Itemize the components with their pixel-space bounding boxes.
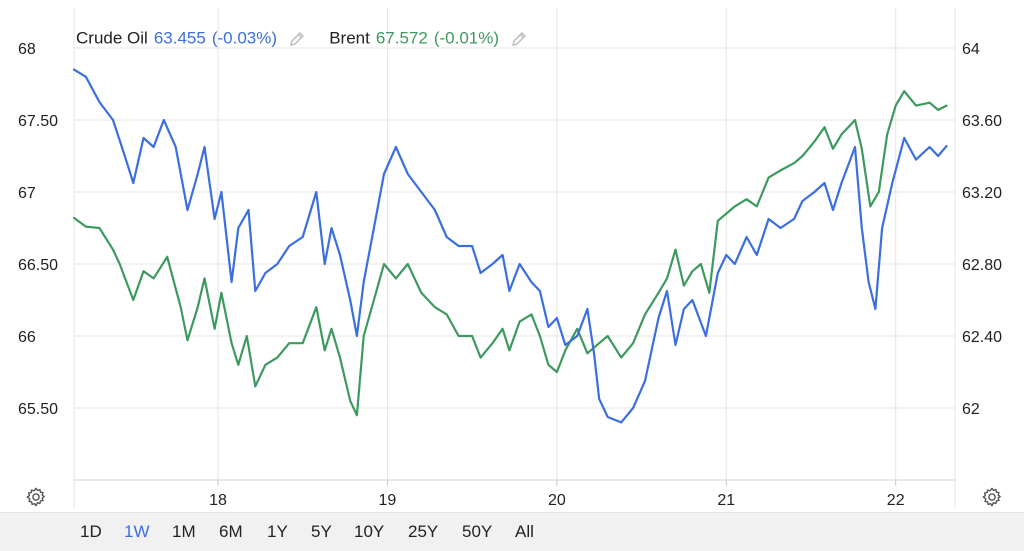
range-button-1m[interactable]: 1M [172, 522, 196, 541]
settings-gear-icon-left[interactable] [25, 486, 47, 508]
range-button-1y[interactable]: 1Y [267, 522, 288, 541]
legend-crude-change: (-0.03%) [211, 28, 277, 48]
left-y-tick-label: 66 [18, 329, 36, 346]
left-y-tick-label: 67.50 [18, 113, 58, 130]
series-line-brent [72, 90, 948, 417]
right-y-tick-label: 62.40 [962, 329, 1002, 346]
x-tick-label: 22 [887, 492, 905, 509]
right-y-tick-label: 62.80 [962, 257, 1002, 274]
range-selector-bar: 1D 1W 1M 6M 1Y 5Y 10Y 25Y 50Y All [0, 512, 1024, 551]
legend-crude-value: 63.455 [153, 28, 206, 48]
range-button-10y[interactable]: 10Y [354, 522, 385, 541]
range-button-1w[interactable]: 1W [124, 522, 150, 541]
pencil-icon[interactable] [510, 30, 528, 48]
right-y-tick-label: 63.20 [962, 185, 1002, 202]
legend-crude-name: Crude Oil [76, 28, 148, 48]
legend-brent-value: 67.572 [375, 28, 428, 48]
pencil-icon[interactable] [288, 30, 306, 48]
left-y-tick-label: 65.50 [18, 401, 58, 418]
left-y-axis: 68 67.50 67 66.50 66 65.50 [18, 41, 58, 418]
range-button-50y[interactable]: 50Y [462, 522, 493, 541]
series-lines [72, 68, 948, 424]
legend-brent-change: (-0.01%) [433, 28, 500, 48]
right-y-axis: 64 63.60 63.20 62.80 62.40 62 [962, 41, 1002, 418]
left-y-tick-label: 66.50 [18, 257, 58, 274]
grid-lines [73, 8, 956, 508]
range-button-5y[interactable]: 5Y [311, 522, 332, 541]
range-button-all[interactable]: All [515, 522, 534, 541]
right-y-tick-label: 62 [962, 401, 980, 418]
settings-gear-icon-right[interactable] [981, 486, 1003, 508]
series-line-crude-oil [72, 68, 948, 424]
x-tick-label: 18 [209, 492, 227, 509]
x-tick-label: 19 [379, 492, 397, 509]
x-tick-label: 20 [548, 492, 566, 509]
range-button-1d[interactable]: 1D [80, 522, 102, 541]
right-y-tick-label: 63.60 [962, 113, 1002, 130]
right-y-tick-label: 64 [962, 41, 980, 58]
left-y-tick-label: 67 [18, 185, 36, 202]
x-axis: 18 19 20 21 22 [209, 480, 905, 509]
x-tick-label: 21 [717, 492, 735, 509]
chart-legend: Crude Oil 63.455 (-0.03%) Brent 67.572 (-0.0… [76, 27, 528, 50]
legend-brent-name: Brent [329, 28, 370, 48]
left-y-tick-label: 68 [18, 41, 36, 58]
range-button-25y[interactable]: 25Y [408, 522, 439, 541]
range-button-6m[interactable]: 6M [219, 522, 243, 541]
